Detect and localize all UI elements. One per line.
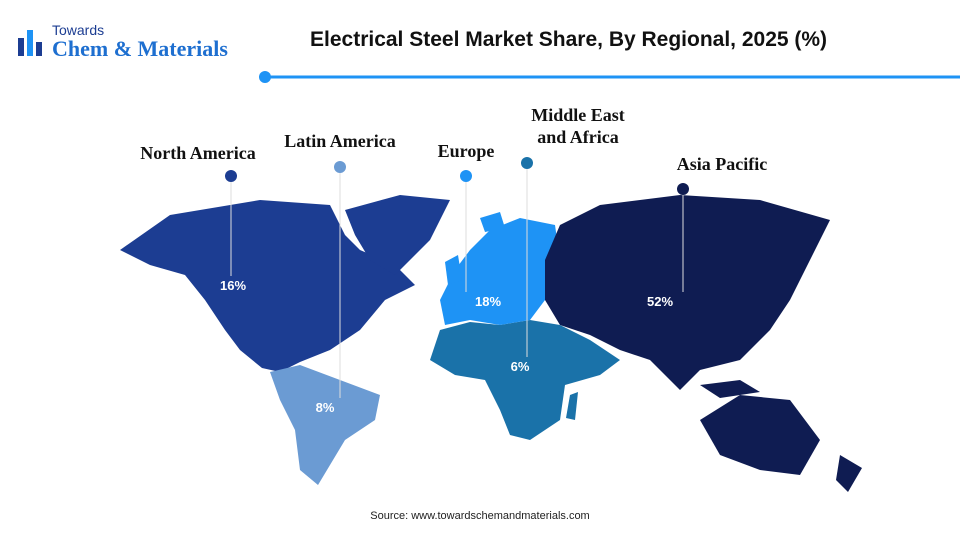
logo-top: Towards <box>52 22 105 38</box>
asia-pacific-shape <box>545 195 862 492</box>
region-label: Middle East and Africa <box>531 105 625 147</box>
region-share: 6% <box>510 359 530 374</box>
region-share: 18% <box>474 294 502 309</box>
region-share: 16% <box>219 278 247 293</box>
europe-shape <box>440 212 560 325</box>
source: Source: www.towardschemandmaterials.com <box>370 510 590 522</box>
region-share: 8% <box>315 400 335 415</box>
region-dot <box>334 161 346 173</box>
logo-bottom: Chem & Materials <box>52 36 228 61</box>
region-dot <box>677 183 689 195</box>
region-dot <box>460 170 472 182</box>
region-dot <box>225 170 237 182</box>
north-america-shape <box>120 195 450 372</box>
latin-america-shape <box>270 365 380 485</box>
mea-shape <box>430 320 620 440</box>
region-dot <box>521 157 533 169</box>
region-label: Europe <box>437 141 495 161</box>
title: Electrical Steel Market Share, By Region… <box>310 28 828 51</box>
logo-icon <box>18 30 42 56</box>
region-label: Asia Pacific <box>676 154 768 174</box>
region-label: North America <box>140 143 256 163</box>
region-share: 52% <box>646 294 674 309</box>
region-label: Latin America <box>284 131 396 151</box>
header-dot <box>259 71 271 83</box>
